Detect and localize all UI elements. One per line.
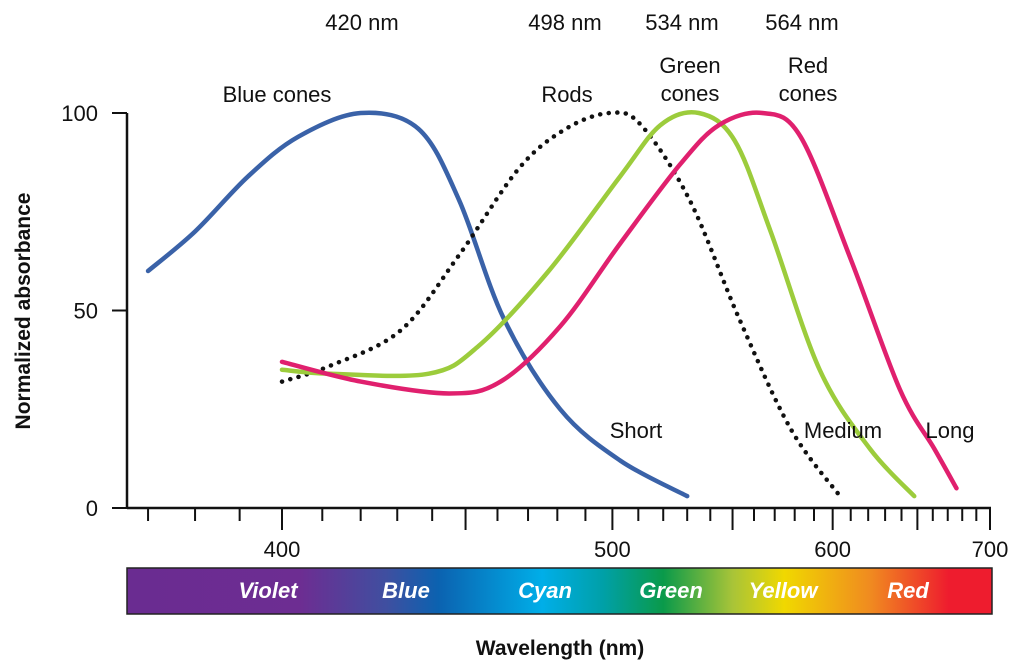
y-tick-label: 0: [86, 496, 98, 521]
series-red-cones: [279, 110, 959, 491]
series-label-red-2: cones: [779, 81, 838, 106]
x-tick-label: 600: [814, 537, 851, 562]
end-label-long: Long: [926, 418, 975, 443]
end-label-medium: Medium: [804, 418, 882, 443]
x-tick-label: 400: [264, 537, 301, 562]
series-label-green-2: cones: [661, 81, 720, 106]
curves: [145, 110, 959, 499]
peak-label-420: 420 nm: [325, 10, 398, 35]
series-label-blue-cones: Blue cones: [223, 82, 332, 107]
series-rods: [279, 110, 843, 499]
spectrum-band-green: Green: [639, 578, 703, 603]
spectrum-band-labels: Violet Blue Cyan Green Yellow Red: [238, 578, 929, 603]
peak-label-498: 498 nm: [528, 10, 601, 35]
spectrum-band-violet: Violet: [238, 578, 299, 603]
spectrum-band-cyan: Cyan: [518, 578, 572, 603]
spectrum-band-blue: Blue: [382, 578, 430, 603]
x-tick-label: 700: [972, 537, 1009, 562]
spectrum-band-yellow: Yellow: [749, 578, 820, 603]
x-axis-label: Wavelength (nm): [476, 637, 644, 660]
series-label-rods: Rods: [541, 82, 592, 107]
peak-label-564: 564 nm: [765, 10, 838, 35]
series-label-red-1: Red: [788, 53, 828, 78]
series-green-cones: [279, 110, 917, 499]
spectrum-bar: [126, 567, 993, 615]
peak-label-534: 534 nm: [645, 10, 718, 35]
y-tick-label: 50: [74, 299, 98, 324]
y-tick-label: 100: [61, 101, 98, 126]
spectrum-band-red: Red: [887, 578, 929, 603]
x-tick-label: 500: [594, 537, 631, 562]
axes: 0 50 100 400 500 600 700: [61, 101, 1008, 562]
series-blue-cones: [145, 110, 690, 499]
y-axis-label: Normalized absorbance: [12, 193, 35, 430]
series-label-green-1: Green: [659, 53, 720, 78]
end-label-short: Short: [610, 418, 663, 443]
